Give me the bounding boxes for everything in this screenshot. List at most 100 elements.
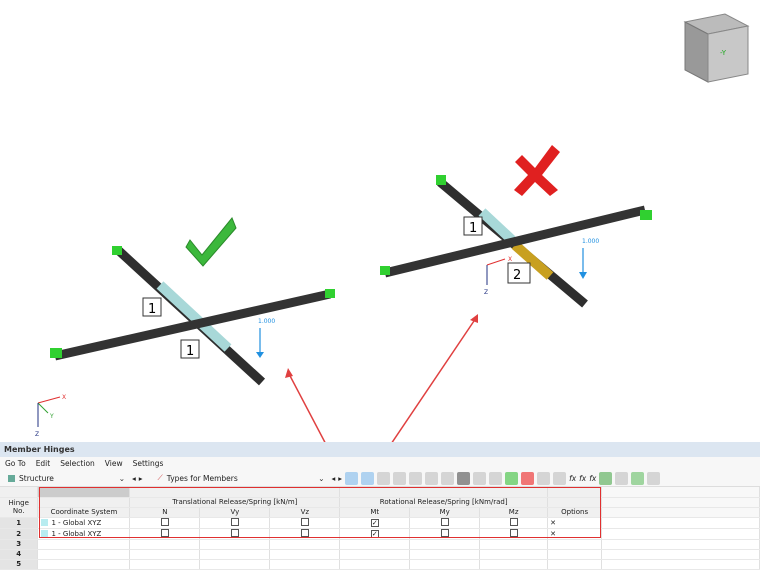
menu-goto[interactable]: Go To — [5, 459, 26, 468]
checkbox-mz[interactable] — [509, 517, 518, 526]
3d-viewport[interactable]: 1.000 1 1 1.000 1 2 X Z X Y Z -Y — [0, 0, 760, 442]
table-icon[interactable] — [441, 471, 455, 485]
search-icon[interactable] — [647, 471, 661, 485]
group-rotational: Rotational Release/Spring [kNm/rad] — [339, 497, 549, 508]
checkbox-vy[interactable] — [230, 528, 239, 537]
export-icon[interactable] — [473, 471, 487, 485]
table-row[interactable]: 3 — [0, 539, 760, 550]
svg-text:Z: Z — [484, 289, 488, 296]
svg-text:Y: Y — [49, 413, 54, 420]
coordinate-system-cell[interactable]: 1 - Global XYZ — [38, 519, 128, 527]
window-icon[interactable] — [537, 471, 551, 485]
checkbox-my[interactable] — [440, 528, 449, 537]
svg-text:-Y: -Y — [720, 49, 727, 57]
delete-icon[interactable] — [457, 471, 471, 485]
callout-arrow — [287, 371, 326, 442]
structure-dropdown[interactable]: Structure ⌄ — [4, 472, 129, 485]
print-icon[interactable] — [599, 471, 613, 485]
support-icon — [325, 289, 335, 298]
next-button[interactable]: ▸ — [338, 473, 343, 483]
row-number: 5 — [0, 559, 39, 570]
support-icon — [380, 266, 390, 275]
options-icon[interactable]: ✕ — [547, 517, 603, 529]
types-icon: ⟋ — [157, 473, 163, 482]
svg-text:Z: Z — [35, 431, 39, 438]
global-axes-icon: X Y Z — [35, 394, 66, 438]
col-options: Options — [547, 507, 603, 518]
checkbox-mz[interactable] — [509, 528, 518, 537]
checkbox-my[interactable] — [440, 517, 449, 526]
col-mt: Mt — [339, 507, 411, 518]
check-mark-icon — [185, 217, 237, 267]
select-icon[interactable] — [345, 471, 359, 485]
checkbox-vy[interactable] — [230, 517, 239, 526]
table-icon[interactable] — [393, 471, 407, 485]
row-number: 1 — [0, 517, 39, 529]
menu-selection[interactable]: Selection — [60, 459, 95, 468]
checkbox-vz[interactable] — [300, 517, 309, 526]
menu-edit[interactable]: Edit — [35, 459, 51, 468]
fx-icon[interactable]: fx — [569, 473, 577, 483]
chevron-down-icon: ⌄ — [118, 473, 125, 483]
checkbox-n[interactable] — [160, 517, 169, 526]
fx-icon[interactable]: fx — [589, 473, 597, 483]
menu-bar: Go To Edit Selection View Settings — [0, 457, 760, 470]
highlight-box — [39, 487, 601, 538]
x-mark-icon — [514, 145, 560, 196]
menu-view[interactable]: View — [104, 459, 123, 468]
support-icon — [640, 210, 652, 220]
checkbox-vz[interactable] — [300, 528, 309, 537]
right-model: 1.000 1 2 X Z — [380, 145, 652, 308]
prev-button[interactable]: ◂ — [132, 473, 136, 483]
sort-icon[interactable] — [553, 471, 567, 485]
row-number: 2 — [0, 528, 39, 540]
select-icon[interactable] — [361, 471, 375, 485]
chevron-down-icon: ⌄ — [318, 473, 325, 483]
svg-text:1: 1 — [469, 221, 477, 236]
decimals-icon[interactable] — [631, 471, 645, 485]
table-row[interactable]: 5 — [0, 559, 760, 570]
types-dropdown[interactable]: ⟋ Types for Members ⌄ — [157, 473, 325, 483]
table-icon[interactable] — [377, 471, 391, 485]
hinge-segment-bad — [511, 241, 554, 280]
toolbar: Structure ⌄ ◂ ▸ ⟋ Types for Members ⌄ ◂ ▸ fx f… — [0, 470, 760, 487]
checkbox-mt[interactable]: ✓ — [370, 518, 379, 527]
arrow-right-icon[interactable] — [521, 471, 535, 485]
view-cube[interactable]: -Y — [683, 13, 750, 83]
member-hinges-panel: Member Hinges Go To Edit Selection View … — [0, 442, 760, 570]
table-row[interactable]: 4 — [0, 549, 760, 560]
calc-icon[interactable] — [615, 471, 629, 485]
main-beam-left — [54, 289, 331, 361]
col-coordinate-system: Coordinate System — [37, 507, 131, 518]
menu-settings[interactable]: Settings — [132, 459, 164, 468]
table-icon[interactable] — [409, 471, 423, 485]
model-scene: 1.000 1 1 1.000 1 2 X Z X Y Z -Y — [35, 13, 750, 442]
support-icon — [436, 175, 446, 185]
prev-button[interactable]: ◂ — [331, 473, 336, 483]
col-vy: Vy — [199, 507, 271, 518]
arrow-left-icon[interactable] — [505, 471, 519, 485]
checkbox-n[interactable] — [160, 528, 169, 537]
hinges-table: Hinge No. Translational Release/Spring [kN… — [0, 487, 760, 570]
support-icon — [50, 348, 62, 358]
group-translational: Translational Release/Spring [kN/m] — [129, 497, 341, 508]
col-mz: Mz — [479, 507, 549, 518]
svg-text:1.000: 1.000 — [258, 318, 275, 325]
options-icon[interactable]: ✕ — [547, 528, 603, 540]
col-n: N — [129, 507, 201, 518]
import-icon[interactable] — [489, 471, 503, 485]
svg-text:1: 1 — [186, 344, 194, 359]
next-button[interactable]: ▸ — [138, 473, 143, 483]
coordinate-system-cell[interactable]: 1 - Global XYZ — [38, 530, 128, 538]
svg-text:X: X — [508, 256, 512, 263]
row-number: 3 — [0, 539, 39, 550]
support-icon — [112, 246, 122, 255]
hinge-segment-left — [156, 281, 232, 352]
fx-icon[interactable]: fx — [579, 473, 587, 483]
col-my: My — [409, 507, 481, 518]
table-icon[interactable] — [425, 471, 439, 485]
col-hinge-no: Hinge No. — [0, 497, 39, 518]
panel-title: Member Hinges — [0, 442, 760, 457]
